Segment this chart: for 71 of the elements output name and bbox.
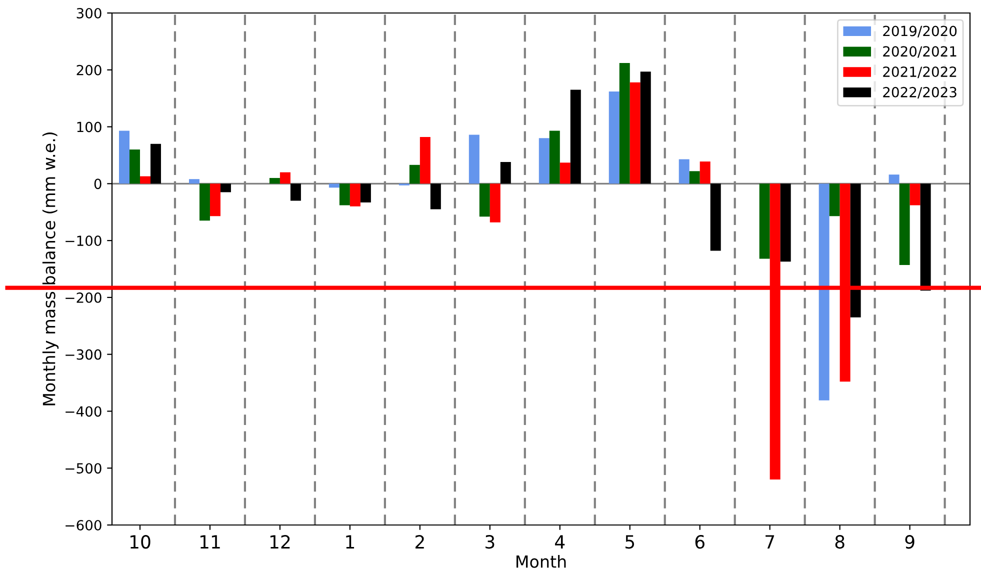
bar (490, 184, 500, 222)
x-tick-label: 9 (905, 535, 914, 549)
x-axis-title: Month (516, 554, 566, 568)
x-tick-label: 11 (200, 535, 220, 548)
y-tick-label: −300 (66, 349, 102, 360)
bar (360, 184, 371, 202)
bar (280, 172, 290, 184)
bar (850, 184, 861, 318)
bar (910, 184, 920, 206)
legend-label: 2019/2020 (883, 26, 957, 38)
bar (479, 184, 490, 217)
bar (269, 178, 280, 184)
y-tick-label: −500 (66, 463, 102, 474)
bar (700, 161, 710, 184)
x-tick-label: 10 (130, 535, 150, 549)
bar (140, 176, 150, 184)
bar (570, 90, 581, 184)
bar (199, 184, 210, 221)
bar (780, 184, 791, 262)
bar (328, 184, 340, 188)
x-tick-label: 6 (695, 535, 704, 549)
bar (290, 184, 301, 201)
bar (188, 179, 200, 184)
bar (350, 184, 360, 206)
y-tick-label: −200 (66, 292, 102, 303)
bar (818, 184, 830, 400)
bar (630, 82, 640, 184)
x-tick-label: 2 (416, 535, 424, 548)
bar (549, 130, 560, 184)
bar (560, 162, 570, 184)
x-tick-label: 7 (766, 535, 774, 548)
bar (538, 138, 550, 184)
legend-label: 2021/2022 (883, 66, 956, 78)
bar (608, 92, 620, 184)
bar (150, 144, 161, 184)
y-tick-label: 0 (94, 178, 102, 190)
bar (409, 164, 420, 184)
bar (899, 184, 910, 266)
bar (500, 162, 511, 184)
bar (710, 184, 721, 251)
bar (678, 159, 690, 184)
x-tick-label: 12 (270, 535, 290, 548)
y-axis-title: Monthly mass balance (mm w.e.) (42, 132, 59, 406)
y-tick-label: 300 (76, 8, 102, 18)
x-tick-label: 4 (555, 535, 565, 548)
bar (468, 134, 480, 184)
bar (220, 184, 231, 192)
x-tick-label: 5 (626, 535, 634, 549)
bar (119, 130, 130, 184)
x-tick-label: 1 (346, 535, 354, 548)
bar (888, 174, 900, 184)
bar (829, 184, 840, 216)
y-tick-label: −600 (66, 520, 102, 530)
bar (430, 184, 441, 210)
y-tick-label: −100 (66, 236, 102, 246)
bar (619, 63, 630, 184)
x-tick-label: 3 (486, 535, 494, 549)
bar (759, 184, 770, 259)
bar (689, 171, 700, 184)
bar (339, 184, 350, 206)
legend-label: 2020/2021 (883, 46, 956, 58)
bar (420, 137, 430, 184)
y-tick-label: 100 (77, 122, 102, 132)
y-tick-label: −400 (66, 406, 102, 417)
bar (920, 184, 931, 291)
bar (210, 184, 220, 216)
legend-label: 2022/2023 (883, 86, 956, 98)
bar (640, 72, 651, 184)
y-tick-label: 200 (76, 64, 102, 76)
bar (129, 150, 140, 184)
x-tick-label: 8 (835, 535, 844, 549)
